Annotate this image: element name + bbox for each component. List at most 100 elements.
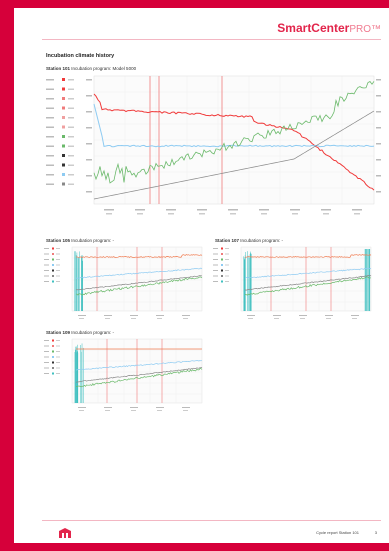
series-line <box>244 275 372 291</box>
main-legend <box>46 78 74 186</box>
legend-value-mark <box>68 98 74 100</box>
legend-swatch <box>221 247 223 250</box>
legend-swatch <box>52 350 54 353</box>
series-line <box>244 268 372 279</box>
x-tick-label-mark <box>79 318 84 319</box>
legend-swatch <box>62 125 65 129</box>
legend-swatch <box>221 280 223 283</box>
legend-value-mark <box>56 345 60 347</box>
legend-swatch <box>62 78 65 81</box>
series-humidity-line <box>93 103 375 148</box>
legend-label-mark <box>213 264 218 266</box>
footer-report-name: Cycle report Station 101 <box>316 530 359 535</box>
legend-swatch <box>52 247 54 250</box>
legend-swatch <box>62 154 65 157</box>
y-tick-label-mark <box>86 111 92 113</box>
main-chart <box>46 75 381 215</box>
x-tick-label-mark <box>197 209 207 211</box>
legend-value-mark <box>225 281 229 282</box>
chart-107 <box>213 246 372 319</box>
legend-swatch <box>52 275 54 277</box>
y-tick-label-mark <box>376 175 381 177</box>
legend-label-mark <box>44 248 49 249</box>
legend-value-mark <box>56 281 60 282</box>
page-title: Incubation climate history <box>46 53 115 59</box>
x-tick-label-mark <box>130 315 138 316</box>
x-tick-label-mark <box>325 315 333 316</box>
legend-value-mark <box>68 136 74 138</box>
x-tick-label-mark <box>135 209 145 211</box>
legend-value-mark <box>68 174 74 176</box>
legend-value-mark <box>56 356 60 358</box>
y-tick-label-mark <box>376 143 381 145</box>
series-line <box>244 254 372 258</box>
x-tick-label-mark <box>105 410 110 411</box>
series-co2-line <box>93 80 375 184</box>
x-tick-label-mark <box>183 410 188 411</box>
series-line <box>75 267 203 279</box>
legend-swatch <box>221 253 223 255</box>
y-tick-label-mark <box>86 143 92 145</box>
legend-value-mark <box>225 259 229 260</box>
x-tick-label-mark <box>292 213 298 215</box>
legend-value-mark <box>56 367 60 369</box>
legend-value-mark <box>68 155 74 157</box>
legend-swatch <box>52 269 54 272</box>
legend-value-mark <box>68 88 74 90</box>
legend-swatch <box>52 345 54 347</box>
x-tick-label-mark <box>199 213 205 215</box>
legend-label-mark <box>44 367 49 369</box>
legend-value-mark <box>225 264 229 266</box>
x-tick-label-mark <box>352 318 357 319</box>
legend-swatch <box>52 367 54 369</box>
legend-swatch <box>52 339 54 342</box>
legend-label-mark <box>213 248 218 249</box>
x-tick-label-mark <box>104 315 112 316</box>
legend-label-mark <box>46 145 54 147</box>
legend-label-mark <box>44 340 49 341</box>
y-tick-label-mark <box>376 79 381 81</box>
legend-swatch <box>221 258 223 261</box>
legend-label-mark <box>213 270 218 271</box>
y-tick-label-mark <box>376 111 381 113</box>
legend-swatch <box>62 135 65 138</box>
legend-label-mark <box>44 264 49 266</box>
legend-label-mark <box>44 351 49 352</box>
legend-swatch <box>52 253 54 255</box>
x-tick-label-mark <box>157 318 162 319</box>
legend-swatch <box>62 163 65 167</box>
y-tick-label-mark <box>376 191 381 193</box>
header-divider <box>42 39 381 40</box>
chart-109 <box>44 338 203 411</box>
x-tick-label-mark <box>156 315 164 316</box>
y-tick-label-mark <box>376 95 381 97</box>
legend-label-mark <box>44 253 49 255</box>
x-tick-label-mark <box>228 209 238 211</box>
legend-value-mark <box>56 340 60 341</box>
legend-value-mark <box>68 145 74 147</box>
x-tick-label-mark <box>79 410 84 411</box>
x-tick-label-mark <box>168 213 174 215</box>
legend-swatch <box>221 264 223 266</box>
legend-label-mark <box>46 107 54 109</box>
y-tick-label-mark <box>86 79 92 81</box>
x-tick-label-mark <box>130 407 138 408</box>
legend-value-mark <box>68 164 74 166</box>
x-tick-label-mark <box>290 209 300 211</box>
x-tick-label-mark <box>131 410 136 411</box>
x-tick-label-mark <box>230 213 236 215</box>
legend-label-mark <box>46 155 54 157</box>
legend-value-mark <box>56 373 60 374</box>
legend-label-mark <box>213 275 218 277</box>
legend-label-mark <box>46 136 54 138</box>
legend-swatch <box>52 361 54 364</box>
legend-label-mark <box>44 259 49 260</box>
legend-swatch <box>52 264 54 266</box>
legend-value-mark <box>56 264 60 266</box>
y-tick-label-mark <box>376 127 381 129</box>
main-chart-caption: Station 101 Incubation program: Model 50… <box>46 66 136 71</box>
legend-value-mark <box>56 248 60 249</box>
x-tick-label-mark <box>354 213 360 215</box>
legend-label-mark <box>44 275 49 277</box>
legend-label-mark <box>46 88 54 90</box>
